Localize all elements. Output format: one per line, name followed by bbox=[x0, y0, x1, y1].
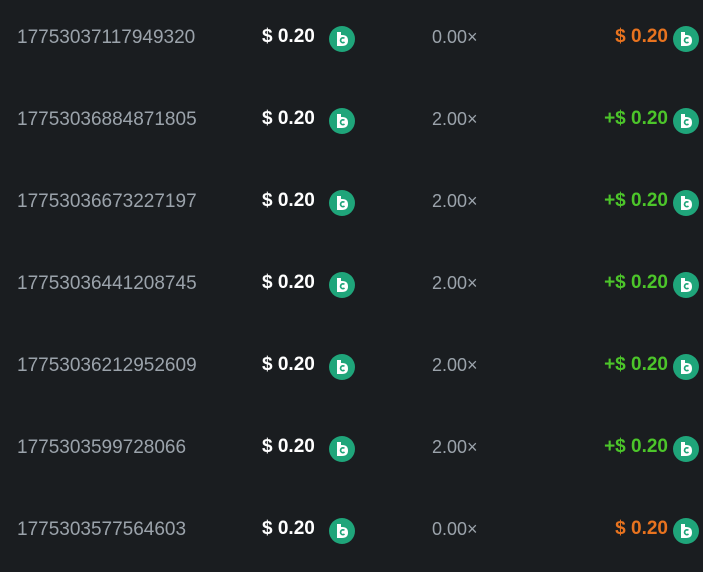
table-row[interactable]: 1775303577564603 $ 0.20 0.00× $ 0.20 bbox=[0, 511, 703, 551]
bc-coin-icon bbox=[329, 108, 355, 134]
table-row[interactable]: 17753036673227197 $ 0.20 2.00× +$ 0.20 bbox=[0, 183, 703, 223]
bc-coin-icon bbox=[329, 354, 355, 380]
table-row[interactable]: 17753036884871805 $ 0.20 2.00× +$ 0.20 bbox=[0, 101, 703, 141]
multiplier: 2.00× bbox=[432, 437, 478, 457]
bet-amount: $ 0.20 bbox=[262, 108, 315, 129]
bet-amount: $ 0.20 bbox=[262, 354, 315, 375]
multiplier: 2.00× bbox=[432, 109, 478, 129]
table-row[interactable]: 17753036441208745 $ 0.20 2.00× +$ 0.20 bbox=[0, 265, 703, 305]
multiplier: 2.00× bbox=[432, 355, 478, 375]
bet-id[interactable]: 1775303599728066 bbox=[17, 437, 187, 458]
bet-amount: $ 0.20 bbox=[262, 436, 315, 457]
bet-amount: $ 0.20 bbox=[262, 26, 315, 47]
bc-coin-icon bbox=[329, 518, 355, 544]
payout: +$ 0.20 bbox=[604, 354, 668, 375]
bc-coin-icon bbox=[673, 272, 699, 298]
multiplier: 2.00× bbox=[432, 191, 478, 211]
payout: +$ 0.20 bbox=[604, 190, 668, 211]
bet-id[interactable]: 17753036884871805 bbox=[17, 109, 197, 130]
multiplier: 0.00× bbox=[432, 519, 478, 539]
payout: $ 0.20 bbox=[615, 26, 668, 47]
bet-id[interactable]: 17753036441208745 bbox=[17, 273, 197, 294]
bet-id[interactable]: 17753036212952609 bbox=[17, 355, 197, 376]
bc-coin-icon bbox=[673, 436, 699, 462]
bc-coin-icon bbox=[673, 354, 699, 380]
table-row[interactable]: 17753037117949320 $ 0.20 0.00× $ 0.20 bbox=[0, 19, 703, 59]
bc-coin-icon bbox=[329, 26, 355, 52]
table-row[interactable]: 1775303599728066 $ 0.20 2.00× +$ 0.20 bbox=[0, 429, 703, 469]
bet-amount: $ 0.20 bbox=[262, 190, 315, 211]
bc-coin-icon bbox=[329, 272, 355, 298]
bet-id[interactable]: 17753036673227197 bbox=[17, 191, 197, 212]
bc-coin-icon bbox=[329, 436, 355, 462]
bet-id[interactable]: 17753037117949320 bbox=[17, 27, 196, 48]
payout: +$ 0.20 bbox=[604, 108, 668, 129]
table-row[interactable]: 17753036212952609 $ 0.20 2.00× +$ 0.20 bbox=[0, 347, 703, 387]
bc-coin-icon bbox=[673, 108, 699, 134]
payout: +$ 0.20 bbox=[604, 272, 668, 293]
payout: +$ 0.20 bbox=[604, 436, 668, 457]
bc-coin-icon bbox=[673, 26, 699, 52]
bet-amount: $ 0.20 bbox=[262, 272, 315, 293]
multiplier: 0.00× bbox=[432, 27, 478, 47]
payout: $ 0.20 bbox=[615, 518, 668, 539]
bc-coin-icon bbox=[673, 190, 699, 216]
bc-coin-icon bbox=[329, 190, 355, 216]
bc-coin-icon bbox=[673, 518, 699, 544]
multiplier: 2.00× bbox=[432, 273, 478, 293]
bet-amount: $ 0.20 bbox=[262, 518, 315, 539]
bet-id[interactable]: 1775303577564603 bbox=[17, 519, 187, 540]
